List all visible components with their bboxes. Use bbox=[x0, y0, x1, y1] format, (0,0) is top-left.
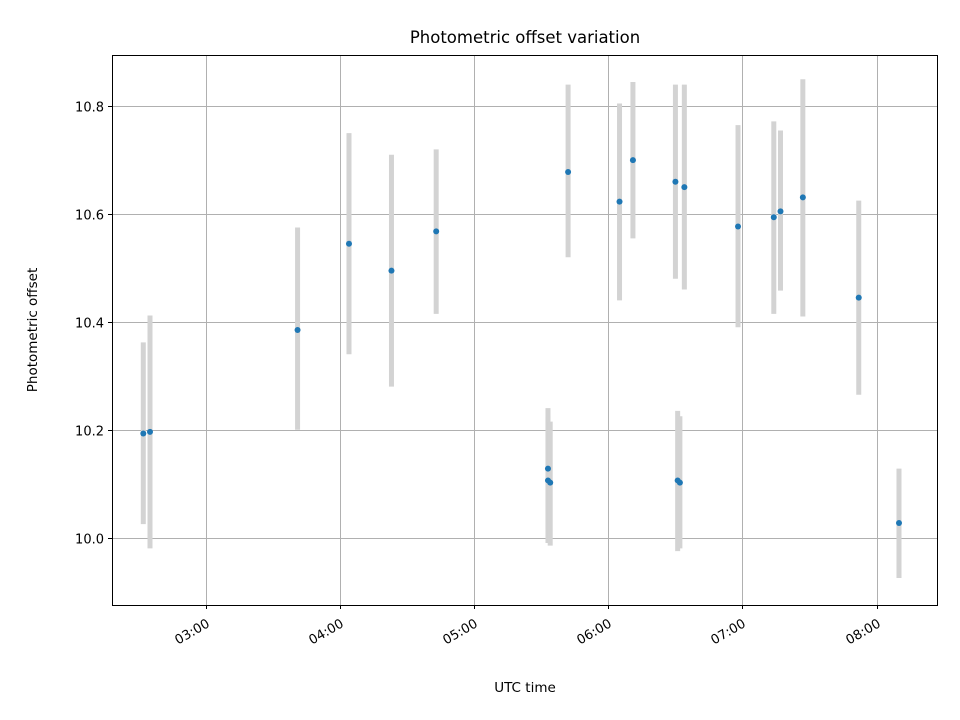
data-point bbox=[855, 294, 862, 301]
y-tick-label: 10.4 bbox=[75, 317, 104, 332]
plot-frame bbox=[112, 55, 938, 606]
y-tick-label: 10.2 bbox=[75, 425, 104, 440]
data-point bbox=[565, 169, 572, 176]
data-point bbox=[681, 184, 688, 191]
data-point bbox=[388, 267, 395, 274]
data-point bbox=[547, 479, 554, 486]
data-point bbox=[676, 479, 683, 486]
data-point bbox=[799, 194, 806, 201]
data-point bbox=[735, 223, 742, 230]
data-point bbox=[433, 228, 440, 235]
data-point bbox=[629, 157, 636, 164]
data-point bbox=[770, 214, 777, 221]
data-point bbox=[544, 465, 551, 472]
data-point bbox=[895, 520, 902, 527]
chart-title: Photometric offset variation bbox=[410, 28, 640, 47]
grid bbox=[112, 55, 937, 605]
data-point bbox=[147, 428, 154, 435]
data-point bbox=[672, 178, 679, 185]
data-point bbox=[294, 327, 301, 333]
y-tick-label: 10.8 bbox=[75, 101, 104, 116]
data-point bbox=[345, 240, 352, 247]
data-point bbox=[140, 430, 147, 437]
data-point bbox=[777, 208, 784, 215]
y-tick-label: 10.6 bbox=[75, 209, 104, 224]
data-point bbox=[616, 198, 623, 205]
data-points bbox=[140, 157, 902, 527]
y-axis-label: Photometric offset bbox=[25, 268, 41, 392]
x-axis-label: UTC time bbox=[494, 680, 556, 696]
y-tick-label: 10.0 bbox=[75, 533, 104, 548]
